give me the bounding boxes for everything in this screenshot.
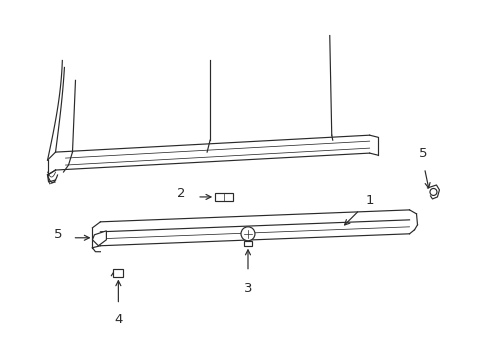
Circle shape [429,189,436,195]
Bar [113,269,123,276]
Text: 4: 4 [114,314,122,327]
Polygon shape [92,231,106,246]
Text: 3: 3 [243,282,252,294]
Circle shape [241,227,254,241]
Text: 1: 1 [365,194,373,207]
Text: 5: 5 [418,147,427,160]
Text: 5: 5 [54,228,62,241]
Text: 2: 2 [176,188,185,201]
Bar [215,193,233,201]
Bar [244,241,251,246]
